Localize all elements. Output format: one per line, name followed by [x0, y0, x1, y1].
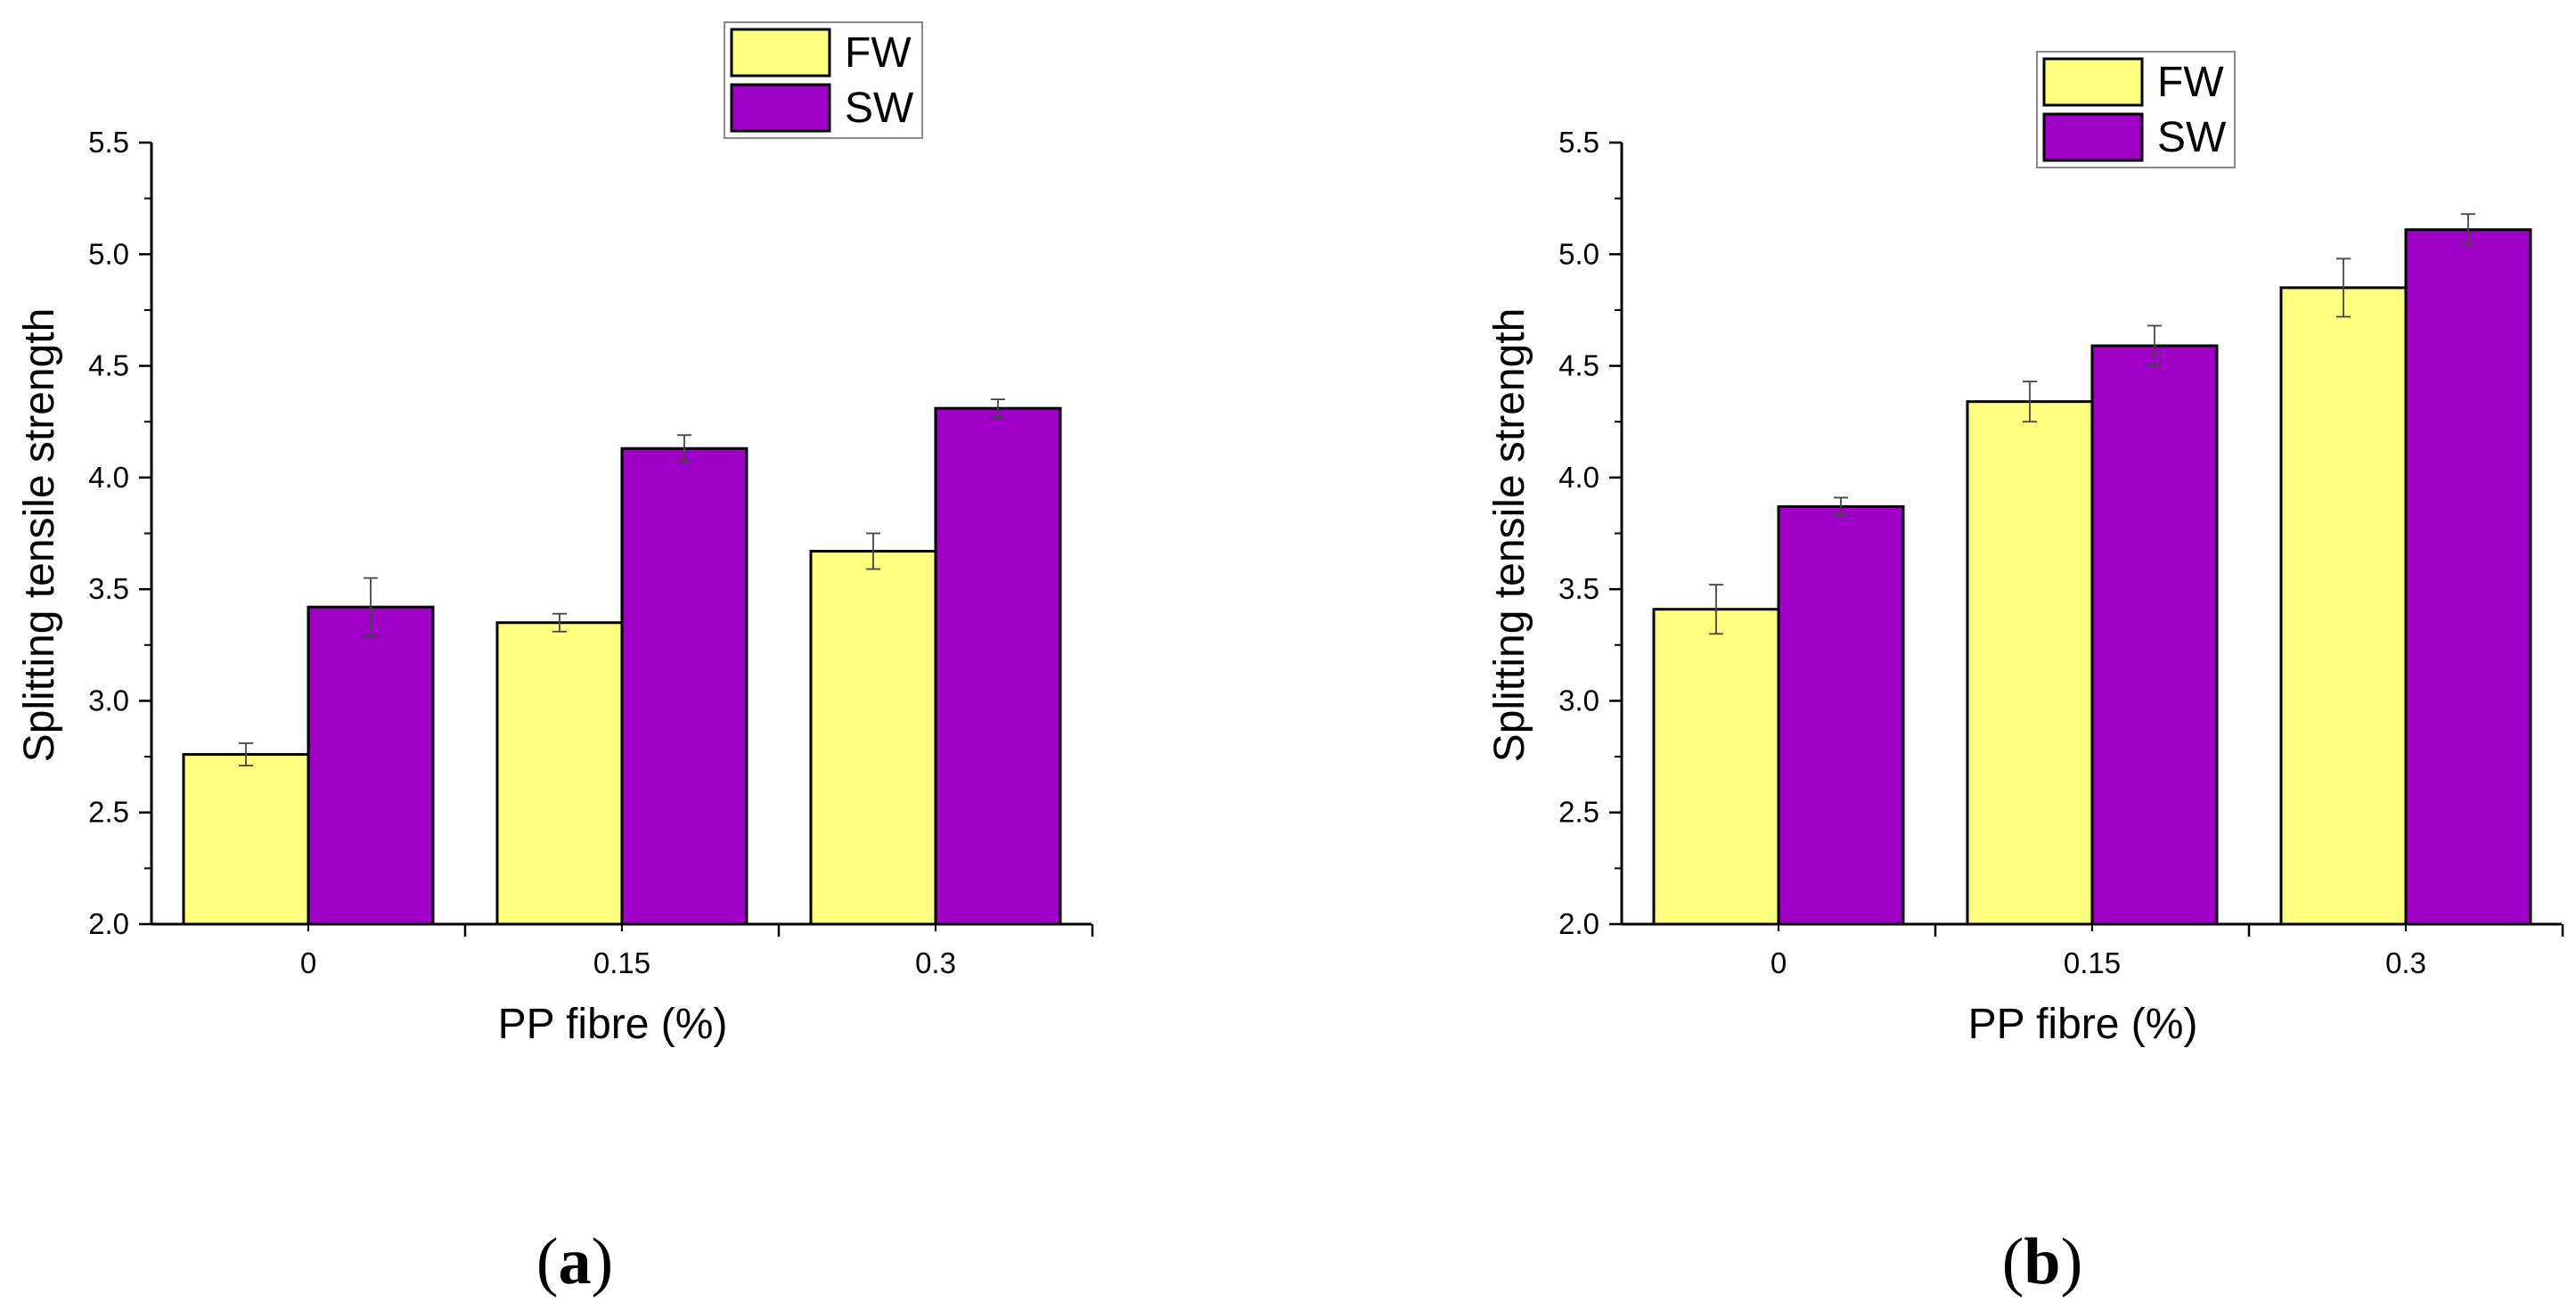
x-axis-title: PP fibre (%): [498, 1001, 728, 1048]
bar-sw-0.15: [2090, 344, 2219, 926]
legend-swatch-fw: [2042, 57, 2144, 107]
bar-fw-0.3: [809, 550, 937, 926]
x-tick-label: 0.3: [2385, 946, 2426, 979]
y-tick-label: 4.5: [1558, 349, 1599, 382]
y-tick-label: 3.5: [88, 572, 129, 605]
y-axis-title: Splitting tensile strength: [16, 308, 63, 763]
bar-fw-0.15: [1966, 400, 2094, 926]
y-tick-label: 3.0: [1558, 684, 1599, 716]
panel-label: (b): [2002, 1225, 2082, 1298]
y-tick-label: 4.0: [88, 461, 129, 494]
bar-sw-0: [307, 605, 435, 926]
legend-label-fw: FW: [845, 29, 912, 77]
x-tick-label: 0.15: [2064, 946, 2121, 979]
y-axis-title: Splitting tensile strength: [1486, 308, 1533, 763]
chart-panel-a: 2.0 2.5 3.0 3.5 4.0 4.5 5.0 5.5 0 0.15 0.3 PP fibre…: [16, 21, 1094, 1298]
x-tick-label: 0.3: [915, 946, 956, 979]
bar-sw-0.3: [934, 406, 1062, 926]
y-tick-label: 3.5: [1558, 572, 1599, 605]
y-tick-label: 4.5: [88, 349, 129, 382]
legend-label-sw: SW: [845, 85, 914, 132]
y-tick-label: 2.0: [88, 907, 129, 940]
bar-sw-0.15: [620, 446, 748, 926]
y-tick-label: 2.5: [1558, 796, 1599, 829]
legend-label-fw: FW: [2157, 59, 2224, 106]
y-tick-label: 5.0: [88, 237, 129, 270]
legend-swatch-sw: [2042, 112, 2144, 162]
y-tick-label: 4.0: [1558, 461, 1599, 494]
panel-label: (a): [536, 1225, 613, 1298]
bar-fw-0.15: [495, 621, 624, 926]
y-tick-label: 3.0: [88, 684, 129, 716]
y-tick-label: 5.0: [1558, 237, 1599, 270]
legend: FW SW: [2036, 51, 2236, 168]
legend-swatch-sw: [730, 83, 831, 133]
legend-label-sw: SW: [2157, 114, 2227, 161]
legend-swatch-fw: [730, 28, 831, 78]
y-tick-label: 2.5: [88, 796, 129, 829]
y-tick-label: 5.5: [1558, 126, 1599, 159]
legend: FW SW: [724, 21, 923, 139]
chart-panel-b: 2.0 2.5 3.0 3.5 4.0 4.5 5.0 5.5 0 0.15 0.3 PP fibre…: [1486, 51, 2564, 1298]
x-tick-label: 0.15: [593, 946, 650, 979]
bar-fw-0: [182, 753, 310, 926]
bar-fw-0.3: [2279, 286, 2408, 926]
x-tick-label: 0: [1770, 946, 1787, 979]
bar-sw-0.3: [2404, 228, 2532, 926]
bar-sw-0: [1777, 504, 1905, 926]
x-tick-label: 0: [300, 946, 316, 979]
y-tick-label: 2.0: [1558, 907, 1599, 940]
x-axis-title: PP fibre (%): [1968, 1001, 2198, 1048]
bar-fw-0: [1652, 608, 1780, 926]
y-tick-label: 5.5: [88, 126, 129, 159]
